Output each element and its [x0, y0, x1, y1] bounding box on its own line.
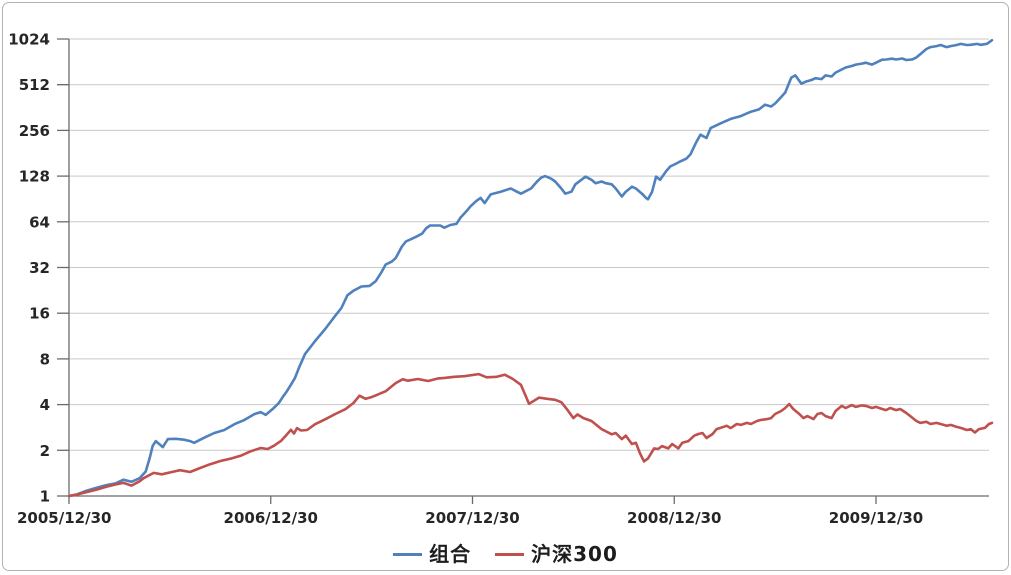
y-axis-tick-label: 128 [19, 168, 50, 186]
y-axis-tick-label: 32 [29, 259, 50, 277]
series-line-csi300 [67, 372, 994, 498]
y-axis-tick-label: 256 [19, 122, 50, 140]
y-axis-tick-label: 4 [40, 396, 50, 414]
x-axis-tick-label: 2005/12/30 [17, 509, 111, 527]
x-axis-tick-label: 2006/12/30 [224, 509, 318, 527]
y-axis-tick-label: 16 [29, 305, 50, 323]
y-axis-tick-label: 2 [40, 442, 50, 460]
y-axis-tick-label: 1 [40, 488, 50, 506]
y-axis-tick-label: 512 [19, 76, 50, 94]
series-line-portfolio [67, 38, 994, 498]
x-axis-tick-label: 2009/12/30 [829, 509, 923, 527]
x-axis-tick-label: 2008/12/30 [627, 509, 721, 527]
y-axis-tick-label: 64 [29, 213, 50, 231]
y-axis-tick-label: 8 [40, 350, 50, 368]
x-axis-tick-label: 2007/12/30 [425, 509, 519, 527]
y-axis-tick-label: 1024 [8, 31, 50, 49]
